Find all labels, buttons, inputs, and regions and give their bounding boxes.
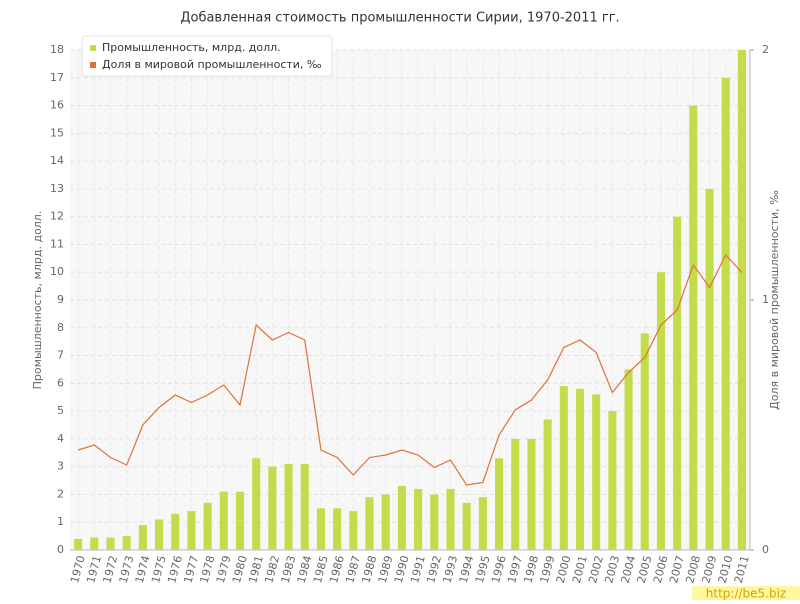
bar: [122, 536, 131, 550]
bar: [511, 438, 520, 550]
bar: [90, 537, 99, 550]
legend-label: Доля в мировой промышленности, ‰: [102, 58, 322, 71]
y-tick-label: 18: [50, 43, 64, 56]
bar: [187, 511, 196, 550]
bar: [349, 511, 358, 550]
bar: [559, 386, 568, 550]
bar: [592, 394, 601, 550]
legend-box: [81, 35, 333, 77]
y-tick-label: 10: [50, 265, 64, 278]
bar: [316, 508, 325, 550]
y-tick-label: 1: [57, 515, 64, 528]
bar: [219, 491, 228, 550]
bar: [495, 458, 504, 550]
y-tick-label: 4: [57, 432, 64, 445]
bar: [268, 466, 277, 550]
bar: [737, 50, 746, 550]
bar: [640, 333, 649, 550]
y-tick-label: 9: [57, 293, 64, 306]
bar: [300, 463, 309, 550]
y2-tick-label: 2: [762, 43, 769, 56]
y-tick-label: 3: [57, 460, 64, 473]
watermark: http://be5.biz: [706, 587, 786, 601]
y-tick-label: 15: [50, 126, 64, 139]
y-tick-label: 13: [50, 182, 64, 195]
bar: [689, 105, 698, 551]
y2-tick-label: 1: [762, 293, 769, 306]
line: [77, 253, 743, 486]
bar: [721, 77, 730, 551]
bar: [397, 486, 406, 550]
bar: [106, 537, 115, 550]
y-tick-label: 16: [50, 99, 64, 112]
y-tick-label: 6: [57, 376, 64, 389]
bar: [446, 488, 455, 550]
legend-swatch: [90, 62, 96, 68]
y-axis-label: Промышленность, млрд. долл.: [31, 211, 44, 390]
bar: [74, 538, 83, 550]
bar: [705, 188, 714, 550]
bar: [478, 497, 487, 550]
bar: [252, 458, 261, 550]
y-tick-label: 11: [50, 237, 64, 250]
bar: [527, 438, 536, 550]
bar: [414, 488, 423, 550]
bar: [624, 369, 633, 550]
bar: [235, 491, 245, 550]
y-tick-label: 8: [57, 321, 64, 334]
bar: [203, 502, 212, 550]
chart-title: Добавленная стоимость промышленности Сир…: [180, 11, 619, 26]
y2-tick-label: 0: [762, 543, 769, 556]
watermark-box: [692, 586, 800, 600]
bar: [381, 494, 390, 550]
y-tick-label: 0: [57, 543, 64, 556]
bar: [333, 508, 342, 550]
y-tick-label: 12: [50, 210, 64, 223]
y-tick-label: 2: [57, 487, 64, 500]
bar: [365, 497, 374, 550]
bar: [138, 525, 147, 550]
legend-label: Промышленность, млрд. долл.: [102, 41, 281, 54]
y-tick-label: 7: [57, 349, 64, 362]
y2-axis-label: Доля в мировой промышленности, ‰: [768, 190, 781, 410]
bar: [171, 513, 180, 550]
bar: [656, 272, 665, 550]
bar: [430, 494, 439, 550]
legend: Промышленность, млрд. долл. Доля в мирово…: [81, 35, 333, 77]
y-tick-label: 14: [50, 154, 64, 167]
legend-swatch: [90, 45, 96, 51]
bar: [543, 419, 552, 550]
bar: [608, 411, 617, 550]
bar: [673, 216, 682, 550]
y-tick-label: 17: [50, 71, 64, 84]
bar: [462, 502, 471, 550]
bar: [155, 519, 164, 550]
y-tick-label: 5: [57, 404, 64, 417]
bar: [575, 388, 585, 550]
bar: [284, 463, 293, 550]
